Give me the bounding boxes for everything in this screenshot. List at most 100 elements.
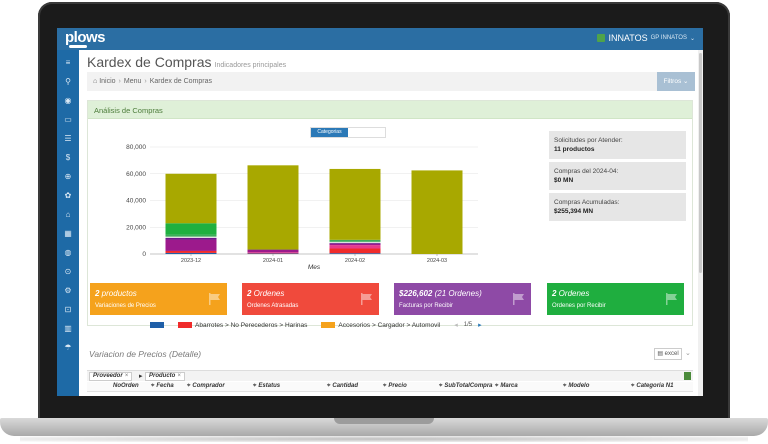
column-label: Estatus	[258, 383, 281, 389]
globe-icon[interactable]: ⊕	[64, 172, 72, 181]
bar-segment	[329, 243, 381, 244]
breadcrumb-separator: ›	[144, 78, 147, 85]
grid-icon[interactable]: ▦	[64, 229, 72, 238]
column-header[interactable]: ⌖ Estatus	[253, 383, 280, 390]
pin-icon[interactable]: ⌖	[495, 383, 499, 389]
column-header[interactable]: ⌖ Marca	[495, 383, 518, 390]
column-header[interactable]: ⌖ Precio	[383, 383, 407, 390]
group-chip-producto[interactable]: Producto ×	[145, 372, 185, 381]
bar-segment	[165, 237, 217, 240]
flag-icon	[361, 293, 372, 305]
legend-label: Accesorios > Cargador > Automovil	[338, 321, 441, 329]
bar-segment	[165, 239, 217, 251]
breadcrumb-item-menu[interactable]: Menu	[123, 78, 142, 85]
kpi-label: Variaciones de Precios	[95, 303, 156, 309]
column-header[interactable]: ⌖ Fecha	[151, 383, 174, 390]
folder-icon[interactable]: ▭	[64, 115, 72, 124]
chip-label: Proveedor	[93, 373, 123, 379]
column-header[interactable]: ⌖ Cantidad	[327, 383, 358, 390]
bar-segment	[329, 241, 381, 244]
column-label: Fecha	[156, 383, 174, 389]
column-header[interactable]: ⌖ Comprador	[187, 383, 225, 390]
dollar-icon[interactable]: $	[65, 153, 71, 162]
gear-icon[interactable]: ⚙	[64, 286, 72, 295]
bar-segment	[329, 245, 381, 249]
legend-item[interactable]: Abarrotes > No Perecederos > Harinas	[178, 322, 307, 329]
y-tick-label: 0	[142, 251, 146, 258]
arrow-right-icon: ▸	[139, 373, 143, 380]
users-icon[interactable]: ✿	[64, 191, 72, 200]
umbrella-icon[interactable]: ☂	[64, 343, 72, 352]
kpi-tile[interactable]: 2 productos Variaciones de Precios	[90, 283, 227, 315]
legend-item[interactable]: Accesorios > Cargador > Automovil	[321, 322, 440, 329]
flag-icon	[209, 293, 220, 305]
pin-icon[interactable]: ⌖	[563, 383, 567, 389]
earth-icon[interactable]: ◍	[64, 248, 72, 257]
chip-label: Producto	[149, 373, 176, 379]
column-header[interactable]: ⌖ Modelo	[563, 383, 589, 390]
pin-icon[interactable]: ⌖	[631, 383, 635, 389]
bar-segment	[329, 239, 381, 242]
legend-item[interactable]	[150, 322, 164, 328]
bank-icon[interactable]: ⌂	[65, 210, 71, 219]
y-tick-label: 20,000	[126, 224, 146, 231]
bar-segment	[165, 252, 217, 254]
close-icon[interactable]: ×	[177, 373, 181, 379]
filters-button[interactable]: Filtros ⌄	[657, 72, 695, 91]
stat-label: Solicitudes por Atender:	[554, 137, 623, 144]
innatos-logo-icon	[597, 34, 606, 42]
column-header[interactable]: ⌖ Categoria N1	[631, 383, 673, 390]
search-icon[interactable]: ⚲	[65, 77, 71, 86]
stat-card: Compras Acumuladas: $255,394 MN	[549, 193, 686, 221]
group-chip-proveedor[interactable]: Proveedor ×	[89, 372, 133, 381]
column-label: Precio	[388, 383, 407, 389]
kpi-tile[interactable]: $226,602 (21 Ordenes) Facturas por Recibi…	[394, 283, 531, 315]
legend-swatch	[321, 322, 336, 328]
flag-icon	[666, 293, 677, 305]
menu-icon[interactable]: ≡	[65, 58, 71, 67]
app-logo[interactable]: plows	[65, 29, 106, 46]
kpi-tile[interactable]: 2 Ordenes Ordenes por Recibir	[547, 283, 684, 315]
pin-icon[interactable]: ⌖	[383, 383, 387, 389]
pin-icon[interactable]: ⌖	[151, 383, 155, 389]
pin-icon[interactable]: ⌖	[187, 383, 191, 389]
column-header[interactable]: ⌖ SubTotalCompra	[439, 383, 493, 390]
laptop-base	[0, 418, 768, 436]
main-content: Kardex de Compras Indicadores principales…	[79, 50, 703, 396]
list-icon[interactable]: ☰	[64, 134, 72, 143]
chevron-down-icon[interactable]: ⌄	[685, 350, 691, 357]
pin-icon[interactable]: ⌖	[253, 383, 257, 389]
column-label: Cantidad	[332, 383, 359, 389]
pin-icon[interactable]: ⌖	[439, 383, 443, 389]
stat-card: Compras del 2024-04: $0 MN	[549, 162, 686, 190]
column-label: Comprador	[192, 383, 225, 389]
page-scrollbar[interactable]	[698, 50, 703, 396]
expand-icon[interactable]	[684, 372, 691, 380]
eye-icon[interactable]: ◉	[64, 96, 72, 105]
kpi-label: Ordenes por Recibir	[552, 303, 606, 309]
legend-next-icon[interactable]: ▸	[478, 322, 482, 329]
column-label: Marca	[500, 383, 518, 389]
pin-icon[interactable]: ⌖	[327, 383, 331, 389]
home-icon: ⌂	[93, 78, 98, 85]
settings-icon[interactable]: ⊙	[64, 267, 72, 276]
legend-prev-icon[interactable]: ◂	[454, 322, 458, 329]
excel-export-button[interactable]: ▤ excel	[654, 348, 682, 360]
breadcrumb-item-home[interactable]: Inicio	[99, 78, 116, 85]
lock-icon[interactable]: ⊡	[64, 305, 72, 314]
close-icon[interactable]: ×	[124, 373, 129, 379]
legend-pager: 1/5	[463, 322, 473, 328]
book-icon[interactable]: ▥	[64, 324, 72, 333]
category-toggle[interactable]: Categorias	[310, 127, 386, 138]
kpi-label: Facturas por Recibir	[399, 303, 454, 309]
kpi-tile[interactable]: 2 Ordenes Ordenes Atrasadas	[242, 283, 379, 315]
scrollbar-thumb[interactable]	[699, 53, 702, 273]
laptop-shadow	[20, 436, 748, 442]
bar-segment	[165, 236, 217, 238]
column-header[interactable]: NoOrden	[113, 383, 139, 389]
tab-categorias[interactable]: Categorias	[311, 128, 348, 137]
legend-swatch	[150, 322, 164, 328]
column-label: Modelo	[568, 383, 590, 389]
company-menu[interactable]: INNATOS GP INNATOS ⌄	[597, 33, 695, 43]
